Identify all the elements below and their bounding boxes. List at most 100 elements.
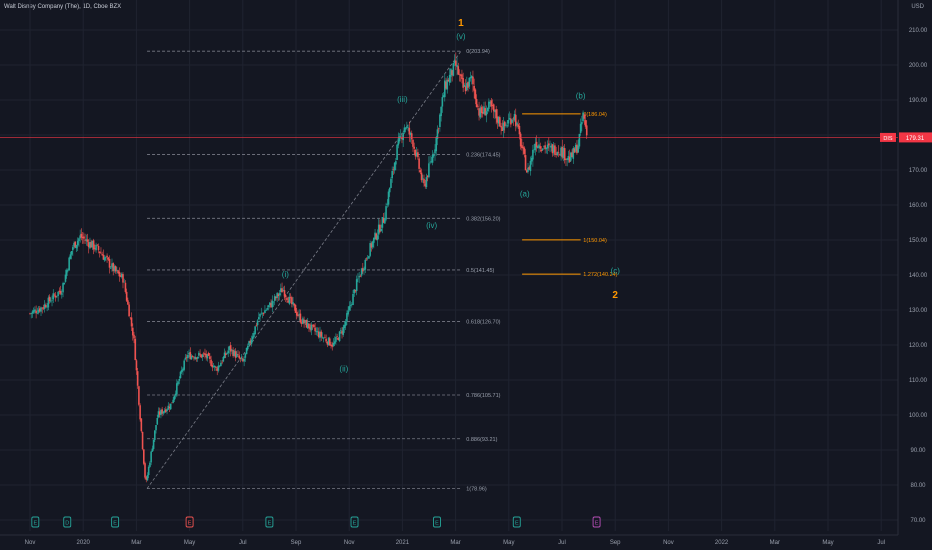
candle-body: [319, 331, 321, 338]
candle-body: [477, 106, 479, 108]
candle-body: [459, 74, 462, 76]
projection-level-label: 0(186.04): [583, 112, 607, 118]
chart-title: Walt Disney Company (The), 1D, Cboe BZX: [4, 4, 122, 10]
candle-body: [280, 288, 282, 293]
candle-body: [213, 365, 216, 368]
candle-body: [47, 297, 50, 308]
candle-body: [293, 303, 296, 306]
candle-body: [235, 354, 238, 358]
candle-body: [249, 340, 252, 343]
event-marker-letter: E: [435, 521, 439, 527]
candle-body: [328, 338, 331, 346]
candle-body: [399, 135, 402, 137]
candle-body: [502, 122, 505, 131]
candle-body: [269, 302, 271, 306]
candle-body: [37, 309, 40, 313]
candle-body: [224, 353, 227, 356]
event-marker: [433, 516, 441, 528]
candle-body: [478, 108, 480, 116]
candle-body: [582, 112, 584, 122]
candle-body: [138, 386, 140, 405]
candle-body: [396, 144, 398, 160]
candle-body: [461, 74, 463, 80]
candle-body: [183, 360, 185, 370]
candle-body: [161, 409, 163, 414]
candle-body: [188, 352, 190, 355]
candle-body: [450, 68, 452, 77]
candle-body: [324, 337, 326, 339]
candle-body: [95, 244, 97, 251]
candle-body: [248, 341, 250, 346]
candle-body: [337, 337, 340, 341]
candle-body: [297, 314, 299, 317]
candle-body: [258, 317, 260, 320]
candle-body: [507, 119, 510, 124]
wave-label: 1: [458, 18, 464, 29]
candle-body: [40, 307, 42, 312]
candle-body: [182, 368, 184, 371]
candle-body: [585, 125, 588, 136]
candle-body: [292, 302, 294, 305]
candle-body: [325, 338, 327, 342]
candle-body: [36, 312, 39, 314]
candle-body: [277, 294, 280, 297]
candle-body: [142, 449, 145, 464]
candle-body: [31, 311, 34, 314]
candle-body: [70, 250, 73, 255]
candle-body: [369, 243, 371, 256]
candle-body: [408, 127, 411, 135]
candle-body: [332, 342, 335, 346]
wave-label: (iii): [397, 95, 408, 104]
candle-body: [108, 258, 111, 268]
candle-body: [304, 320, 307, 323]
candle-body: [463, 84, 466, 87]
event-marker-letter: E: [268, 521, 272, 527]
candle-body: [362, 268, 364, 272]
candle-body: [516, 122, 518, 125]
candle-body: [305, 319, 308, 328]
candle-body: [512, 118, 515, 120]
candle-body: [63, 282, 66, 285]
candle-body: [129, 317, 132, 319]
candle-body: [173, 395, 176, 400]
candle-body: [497, 116, 500, 124]
candle-body: [479, 108, 482, 118]
candle-body: [401, 137, 403, 140]
candle-body: [87, 242, 90, 248]
candle-body: [84, 239, 86, 241]
candle-body: [53, 294, 56, 296]
candle-body: [85, 239, 88, 241]
candle-body: [72, 247, 74, 251]
candle-body: [136, 371, 139, 386]
candle-body: [119, 275, 122, 277]
candle-body: [120, 273, 123, 278]
candle-body: [242, 358, 244, 362]
candle-body: [169, 403, 172, 410]
candle-body: [533, 149, 535, 150]
candle-body: [525, 170, 528, 173]
event-marker: [111, 516, 120, 528]
y-tick-label: 100.00: [909, 413, 928, 419]
candle-body: [355, 279, 358, 291]
candle-body: [495, 109, 497, 119]
candle-body: [333, 341, 336, 344]
candle-body: [462, 78, 464, 88]
y-tick-label: 160.00: [909, 203, 928, 209]
candle-body: [417, 152, 419, 158]
candle-body: [113, 266, 116, 271]
candle-body: [207, 353, 210, 356]
candle-body: [481, 111, 484, 114]
candle-body: [133, 334, 135, 339]
candle-body: [437, 128, 440, 130]
candle-body: [561, 147, 564, 158]
candle-body: [56, 295, 58, 297]
candle-body: [551, 144, 554, 154]
wave-label: (v): [456, 32, 466, 41]
candle-body: [341, 331, 343, 334]
candle-body: [322, 337, 325, 339]
candle-body: [451, 70, 453, 76]
candle-body: [492, 104, 495, 112]
candle-body: [86, 239, 89, 242]
